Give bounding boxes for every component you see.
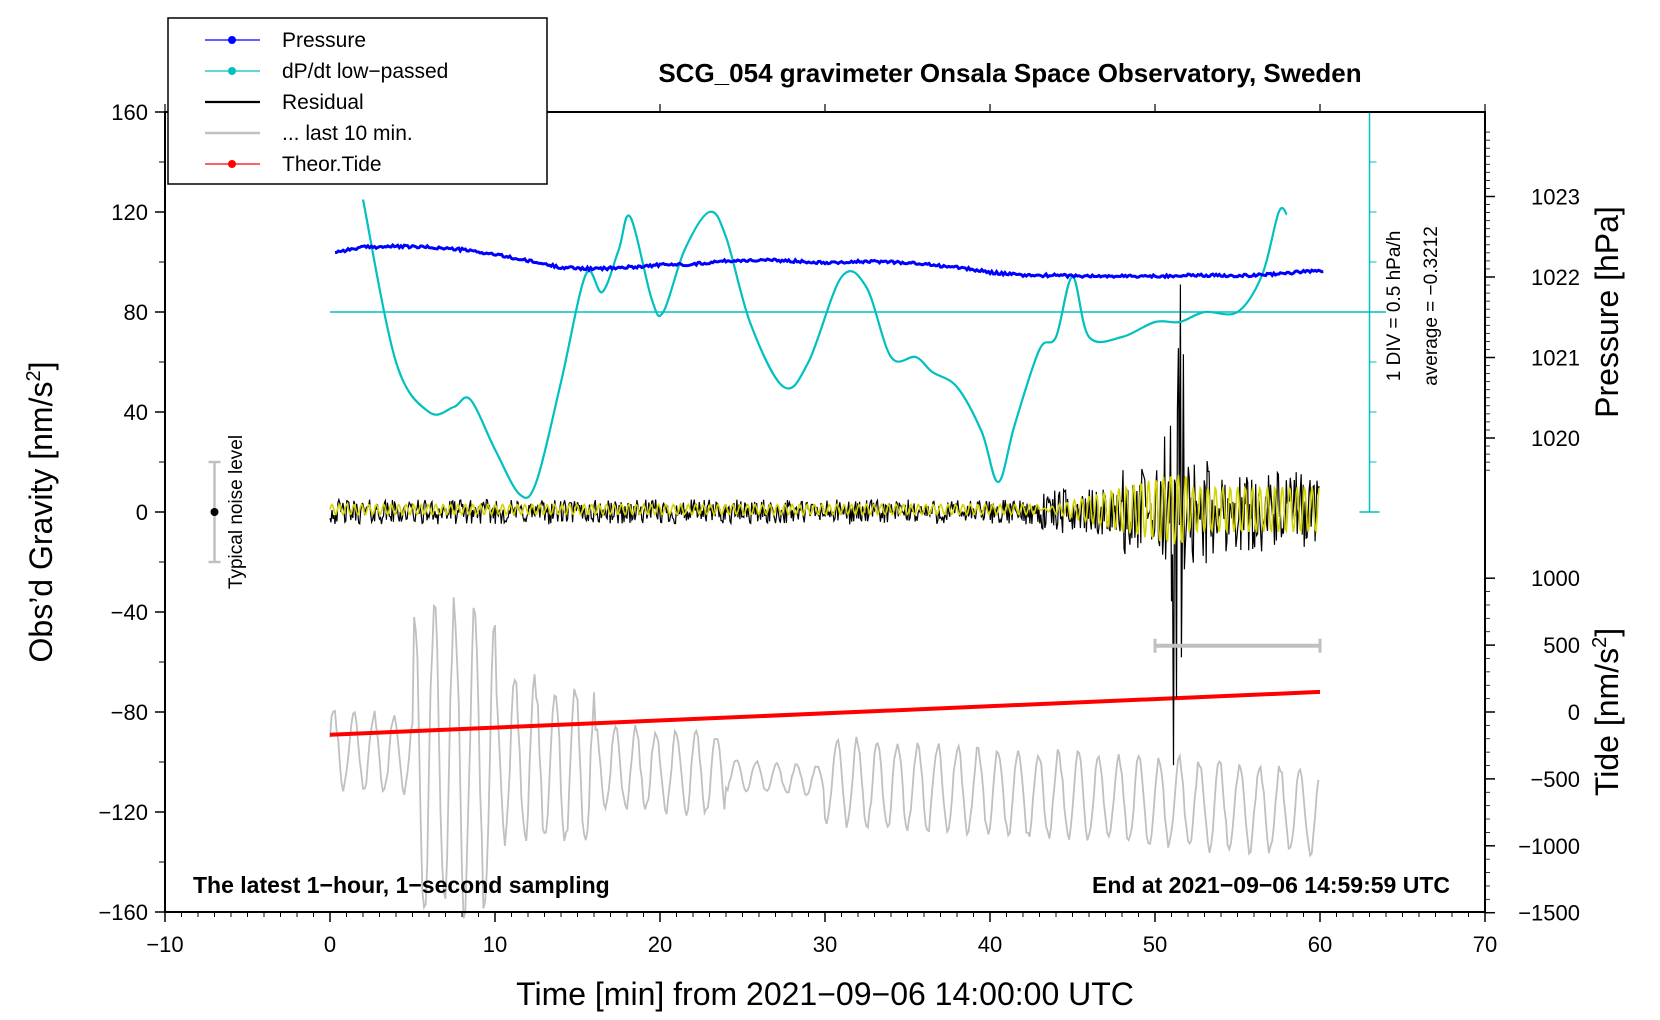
- x-tick-label: 10: [483, 932, 507, 957]
- y-tick-label: −120: [98, 800, 148, 825]
- noise-bar-center: [210, 508, 219, 516]
- tide-tick-label: 1000: [1531, 566, 1580, 591]
- x-tick-label: 20: [648, 932, 672, 957]
- y-tick-label: 80: [124, 300, 148, 325]
- y-axis-title-pressure: Pressure [hPa]: [1589, 206, 1625, 418]
- x-tick-label: 30: [813, 932, 837, 957]
- legend-label-4: Theor.Tide: [282, 153, 382, 176]
- legend-marker-1: [228, 67, 236, 75]
- annotation-noise-level: Typical noise level: [226, 435, 247, 589]
- y-axis-title-tide-close: ]: [1589, 628, 1625, 637]
- series-pressure-line: [334, 242, 1324, 280]
- pressure-tick-label: 1021: [1531, 346, 1580, 371]
- axes: −10 0 10 20 30 40 50 60 7016012080400−40−80−120−…: [98, 100, 1580, 957]
- y-axis-title-left-main: Obs’d Gravity [nm/s: [23, 382, 59, 663]
- legend-items: Pressure dP/dt low−passed Residual ... last…: [205, 29, 448, 176]
- legend: Pressure dP/dt low−passed Residual ... last…: [167, 17, 548, 185]
- tide-tick-label: −500: [1530, 767, 1580, 792]
- legend-label-1: dP/dt low−passed: [282, 60, 448, 83]
- tide-tick-label: −1500: [1518, 901, 1580, 926]
- tide-tick-label: 0: [1568, 700, 1580, 725]
- y-axis-title-tide-main: Tide [nm/s: [1589, 648, 1625, 796]
- y-axis-title-left-close: ]: [23, 362, 59, 371]
- tide-tick-label: −1000: [1518, 834, 1580, 859]
- y-tick-label: −160: [98, 900, 148, 925]
- y-tick-label: 160: [111, 100, 148, 125]
- series-last10-line: [329, 597, 1320, 919]
- y-tick-label: 120: [111, 200, 148, 225]
- annotation-scale-average: average = −0.3212: [1421, 226, 1442, 386]
- legend-label-3: ... last 10 min.: [282, 122, 413, 145]
- legend-label-0: Pressure: [282, 29, 366, 52]
- series-residual-filtered-line: [329, 474, 1320, 545]
- y-tick-label: −80: [111, 700, 148, 725]
- x-axis-title: Time [min] from 2021−09−06 14:00:00 UTC: [516, 976, 1134, 1012]
- pressure-tick-label: 1022: [1531, 265, 1580, 290]
- x-tick-label: −10: [146, 932, 183, 957]
- annotation-scale-div: 1 DIV = 0.5 hPa/h: [1384, 231, 1405, 382]
- x-tick-label: 50: [1143, 932, 1167, 957]
- y-axis-title-tide: Tide [nm/s2]: [1589, 628, 1625, 796]
- tide-tick-label: 500: [1543, 633, 1580, 658]
- y-tick-label: −40: [111, 600, 148, 625]
- annotation-sampling: The latest 1−hour, 1−second sampling: [193, 872, 610, 898]
- annotation-end-time: End at 2021−09−06 14:59:59 UTC: [1092, 872, 1450, 898]
- x-tick-label: 70: [1473, 932, 1497, 957]
- x-tick-label: 40: [978, 932, 1002, 957]
- series-residual-line: [329, 284, 1320, 766]
- y-axis-title-left: Obs’d Gravity [nm/s2]: [23, 362, 59, 663]
- y-tick-label: 40: [124, 400, 148, 425]
- series-tide-line: [329, 689, 1321, 737]
- legend-label-2: Residual: [282, 91, 364, 114]
- series-dpdt-line: [361, 199, 1288, 499]
- x-tick-label: 60: [1308, 932, 1332, 957]
- y-axis-title-tide-sup: 2: [1589, 637, 1611, 648]
- chart-title: SCG_054 gravimeter Onsala Space Observat…: [658, 58, 1361, 88]
- plot-area: [208, 111, 1386, 919]
- legend-marker-0: [228, 36, 236, 44]
- y-axis-title-left-sup: 2: [23, 370, 45, 381]
- legend-marker-4: [228, 160, 236, 168]
- y-tick-label: 0: [136, 500, 148, 525]
- pressure-tick-label: 1020: [1531, 426, 1580, 451]
- pressure-tick-label: 1023: [1531, 185, 1580, 210]
- x-tick-label: 0: [324, 932, 336, 957]
